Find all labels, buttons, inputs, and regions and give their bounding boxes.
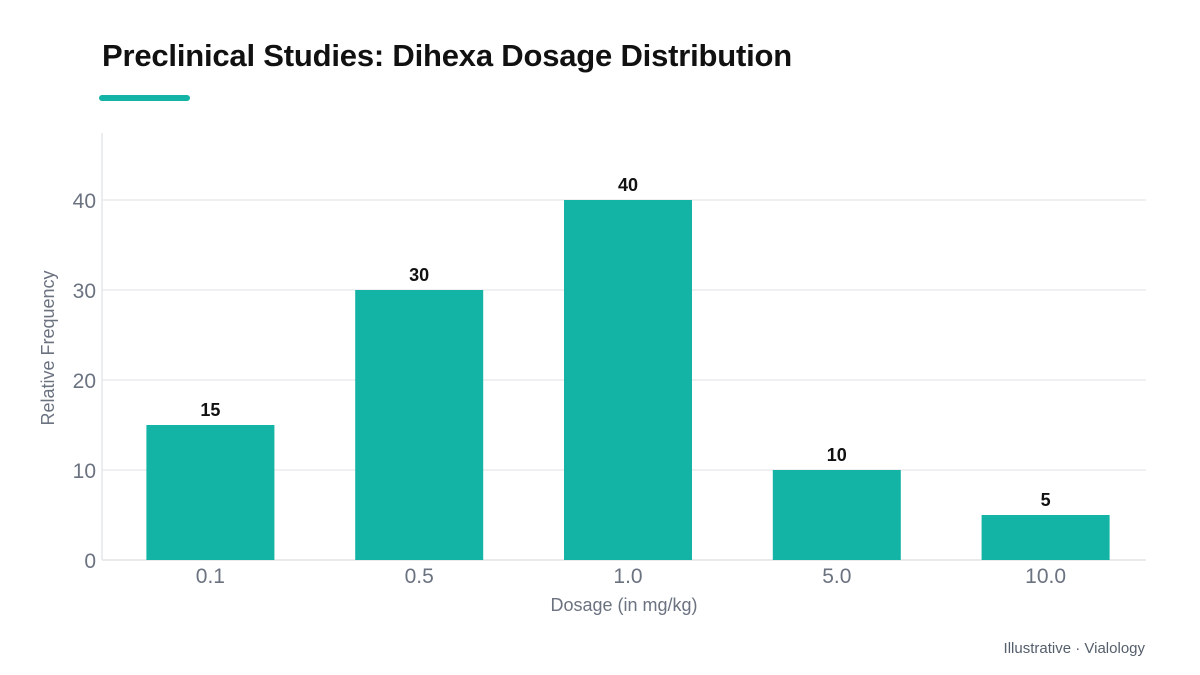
x-tick-label: 5.0 — [822, 565, 851, 588]
data-label: 15 — [200, 400, 220, 420]
axes: 0 10 20 30 40 0.1 0.5 1.0 5.0 10.0 — [73, 133, 1066, 588]
bar — [981, 515, 1110, 560]
x-tick-label: 0.1 — [196, 565, 225, 588]
x-tick-label: 10.0 — [1025, 565, 1066, 588]
x-axis-label: Dosage (in mg/kg) — [550, 595, 697, 615]
title-accent-underline — [99, 95, 190, 101]
y-tick-label: 0 — [84, 550, 96, 573]
y-axis-label: Relative Frequency — [38, 270, 58, 425]
data-label: 10 — [827, 445, 847, 465]
x-tick-label: 0.5 — [405, 565, 434, 588]
data-label: 30 — [409, 265, 429, 285]
y-tick-label: 40 — [73, 190, 96, 213]
data-labels: 15 30 40 10 5 — [200, 175, 1050, 510]
bar — [772, 470, 901, 560]
bar — [355, 290, 484, 560]
data-label: 5 — [1041, 490, 1051, 510]
y-tick-label: 10 — [73, 460, 96, 483]
bars — [146, 200, 1110, 560]
chart-title: Preclinical Studies: Dihexa Dosage Distr… — [102, 38, 792, 73]
bar — [146, 425, 275, 560]
data-label: 40 — [618, 175, 638, 195]
y-tick-label: 20 — [73, 370, 96, 393]
y-tick-label: 30 — [73, 280, 96, 303]
bar — [564, 200, 692, 560]
footer-credit: Illustrative · Vialology — [1003, 640, 1145, 657]
x-tick-label: 1.0 — [613, 565, 642, 588]
